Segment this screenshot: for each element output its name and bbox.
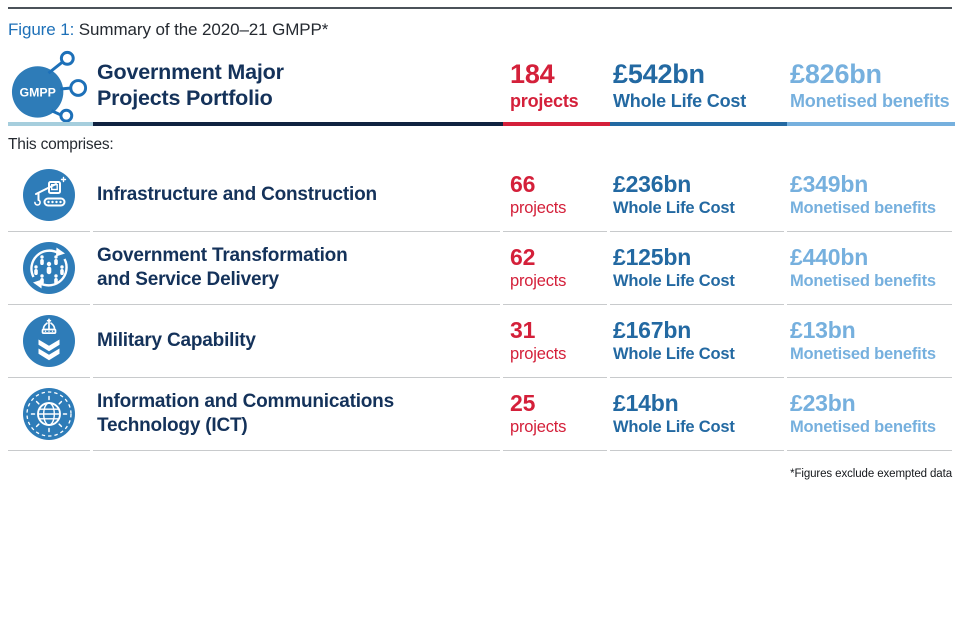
portfolio-cost-value: £542bn [613,59,705,90]
category-cost-stat: £125bn Whole Life Cost [613,244,735,290]
underline-segment-light [787,122,955,126]
globe-icon [23,388,75,440]
gmpp-network-logo-icon: GMPP [11,50,88,122]
category-benefits-stat: £23bn Monetised benefits [790,390,936,436]
portfolio-cost-label: Whole Life Cost [613,90,746,111]
portfolio-projects-stat: 184 projects [510,59,579,111]
category-projects-stat: 31 projects [510,317,567,363]
category-benefits-stat: £440bn Monetised benefits [790,244,936,290]
figure-number-label: Figure 1: [8,20,75,39]
portfolio-cost-stat: £542bn Whole Life Cost [613,60,746,111]
category-row-infrastructure: Infrastructure and Construction 66 proje… [8,159,955,232]
category-rows: Infrastructure and Construction 66 proje… [8,159,955,451]
portfolio-benefits-stat: £826bn Monetised benefits [790,59,950,111]
portfolio-title-cell: Government Major Projects Portfolio [93,50,503,122]
portfolio-title: Government Major Projects Portfolio [97,60,284,110]
crane-icon [23,169,75,221]
military-icon [23,315,75,367]
category-cost-stat: £167bn Whole Life Cost [613,317,735,363]
portfolio-cost-cell: £542bn Whole Life Cost [610,50,787,122]
category-projects-stat: 62 projects [510,244,567,290]
category-row-military: Military Capability 31 projects £167bn W… [8,305,955,378]
category-title: Infrastructure and Construction [97,184,377,206]
category-title: Government Transformation and Service De… [97,245,348,290]
gmpp-logo-cell: GMPP [8,50,93,122]
category-cost-stat: £14bn Whole Life Cost [613,390,735,436]
figure-caption: Figure 1: Summary of the 2020–21 GMPP* [8,20,328,40]
underline-segment-red [503,122,610,126]
category-row-ict: Information and Communications Technolog… [8,378,955,451]
portfolio-header-row: GMPP Government Major Projects Portfolio… [8,50,955,122]
header-underline [8,122,955,126]
category-benefits-stat: £13bn Monetised benefits [790,317,936,363]
category-projects-stat: 25 projects [510,390,567,436]
transformation-icon [23,242,75,294]
gmpp-logo-text: GMPP [19,85,55,99]
category-title: Military Capability [97,330,256,352]
figure-title: Summary of the 2020–21 GMPP* [74,20,329,39]
portfolio-projects-cell: 184 projects [503,50,610,122]
portfolio-benefits-label: Monetised benefits [790,90,950,111]
footnote: *Figures exclude exempted data [790,468,952,480]
underline-segment-navy [93,122,503,126]
category-cost-stat: £236bn Whole Life Cost [613,171,735,217]
portfolio-projects-value: 184 [510,59,555,90]
underline-segment-steel [610,122,787,126]
portfolio-benefits-cell: £826bn Monetised benefits [787,50,955,122]
category-projects-stat: 66 projects [510,171,567,217]
comprises-label: This comprises: [8,136,114,153]
portfolio-benefits-value: £826bn [790,59,882,90]
category-row-transformation: Government Transformation and Service De… [8,232,955,305]
category-title: Information and Communications Technolog… [97,391,394,436]
category-benefits-stat: £349bn Monetised benefits [790,171,936,217]
portfolio-projects-label: projects [510,90,579,111]
underline-segment-pale [8,122,93,126]
top-rule [8,7,952,9]
